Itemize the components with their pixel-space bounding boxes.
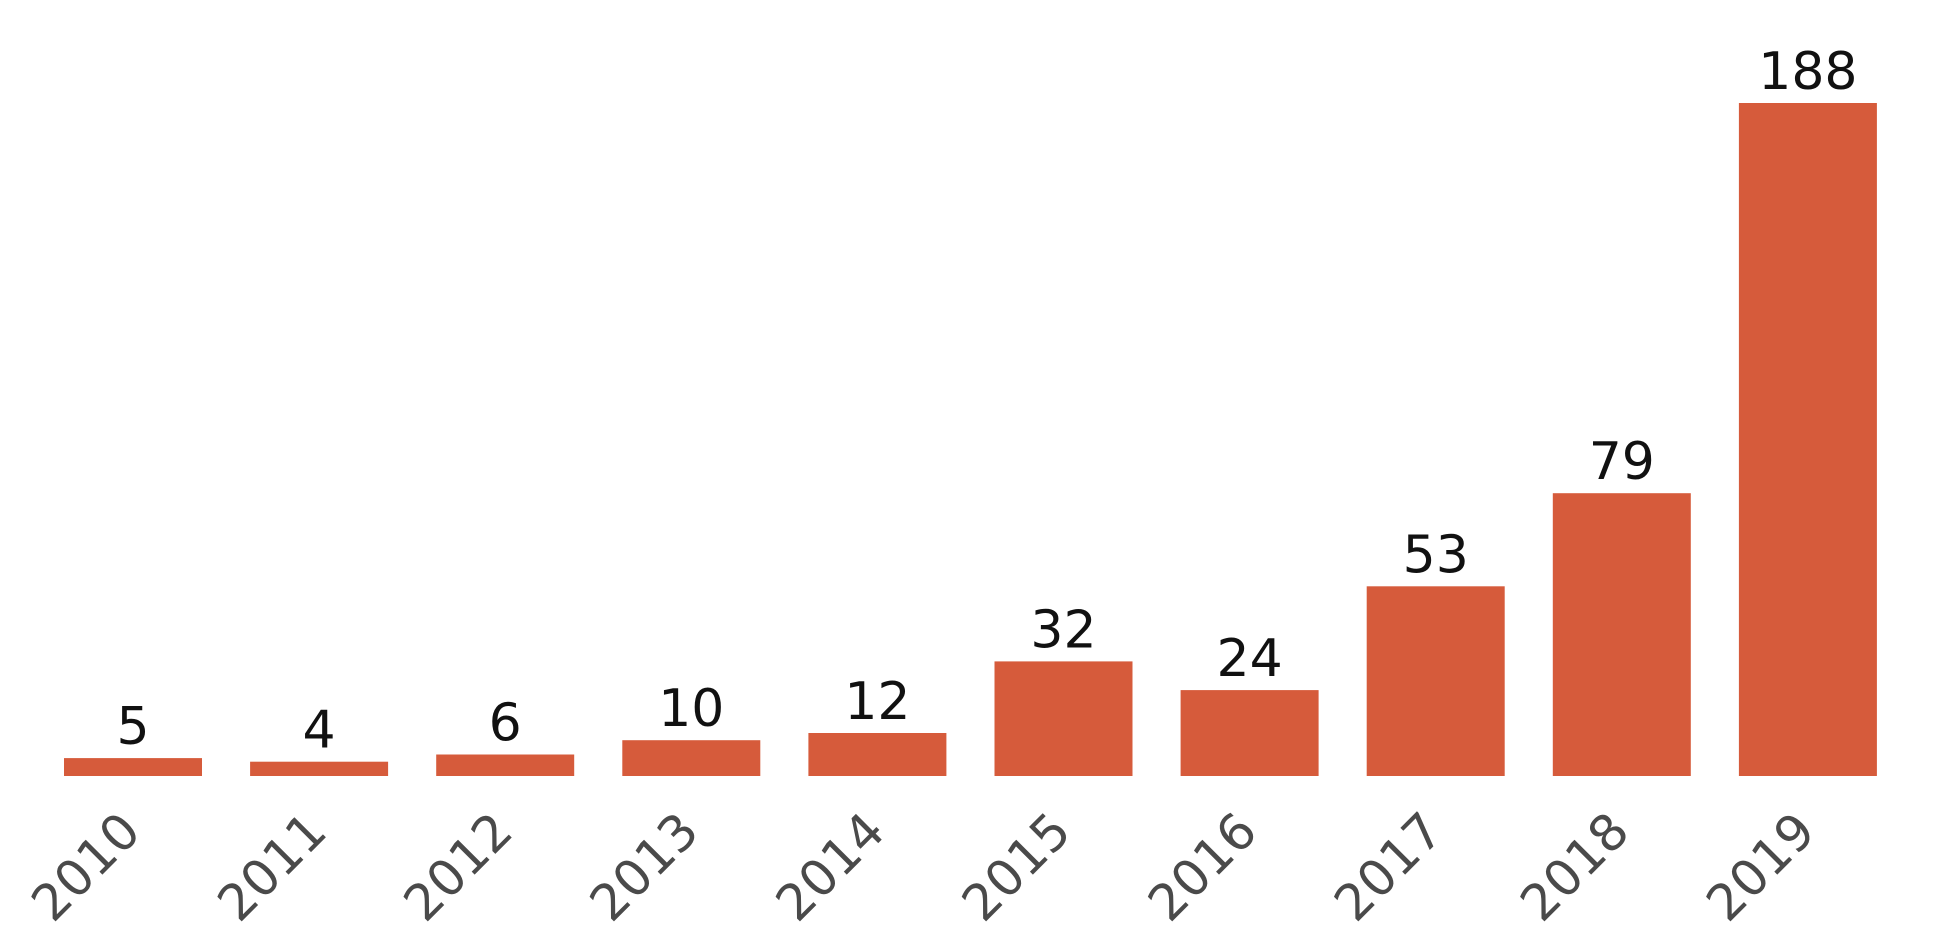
x-tick-label-2010: 2010	[20, 801, 151, 932]
bar-2018	[1552, 493, 1691, 776]
bar-2011	[250, 761, 389, 776]
bars-layer	[64, 103, 1877, 776]
bar-2013	[622, 740, 761, 776]
value-label-2010: 5	[116, 697, 149, 757]
x-tick-label-2016: 2016	[1137, 801, 1268, 932]
x-tick-label-2018: 2018	[1509, 801, 1640, 932]
x-tick-label-2015: 2015	[951, 801, 1082, 932]
bar-2010	[64, 758, 202, 776]
bar-2017	[1366, 586, 1505, 776]
x-axis-tick-labels: 2010 2011 2012 2013 2014 2015 2016 2017 2018 2019	[20, 801, 1826, 932]
value-label-2019: 188	[1758, 42, 1857, 102]
value-label-2012: 6	[489, 694, 522, 754]
bar-2012	[436, 754, 575, 776]
x-tick-label-2017: 2017	[1323, 801, 1454, 932]
value-label-2011: 4	[303, 701, 336, 761]
x-tick-label-2019: 2019	[1695, 801, 1826, 932]
x-tick-label-2011: 2011	[207, 801, 338, 932]
bar-2016	[1180, 690, 1319, 776]
x-tick-label-2012: 2012	[393, 801, 524, 932]
x-tick-label-2013: 2013	[579, 801, 710, 932]
bar-2019	[1738, 103, 1877, 776]
value-label-2013: 10	[658, 679, 724, 739]
x-tick-label-2014: 2014	[765, 801, 896, 932]
value-labels-layer: 5 4 6 10 12 32 24 53 79 188	[116, 42, 1857, 761]
value-label-2014: 12	[844, 672, 910, 732]
value-label-2015: 32	[1030, 600, 1096, 660]
value-label-2017: 53	[1403, 525, 1469, 585]
bar-2015	[994, 661, 1133, 776]
value-label-2016: 24	[1217, 629, 1283, 689]
value-label-2018: 79	[1589, 432, 1655, 492]
bar-2014	[808, 733, 947, 776]
